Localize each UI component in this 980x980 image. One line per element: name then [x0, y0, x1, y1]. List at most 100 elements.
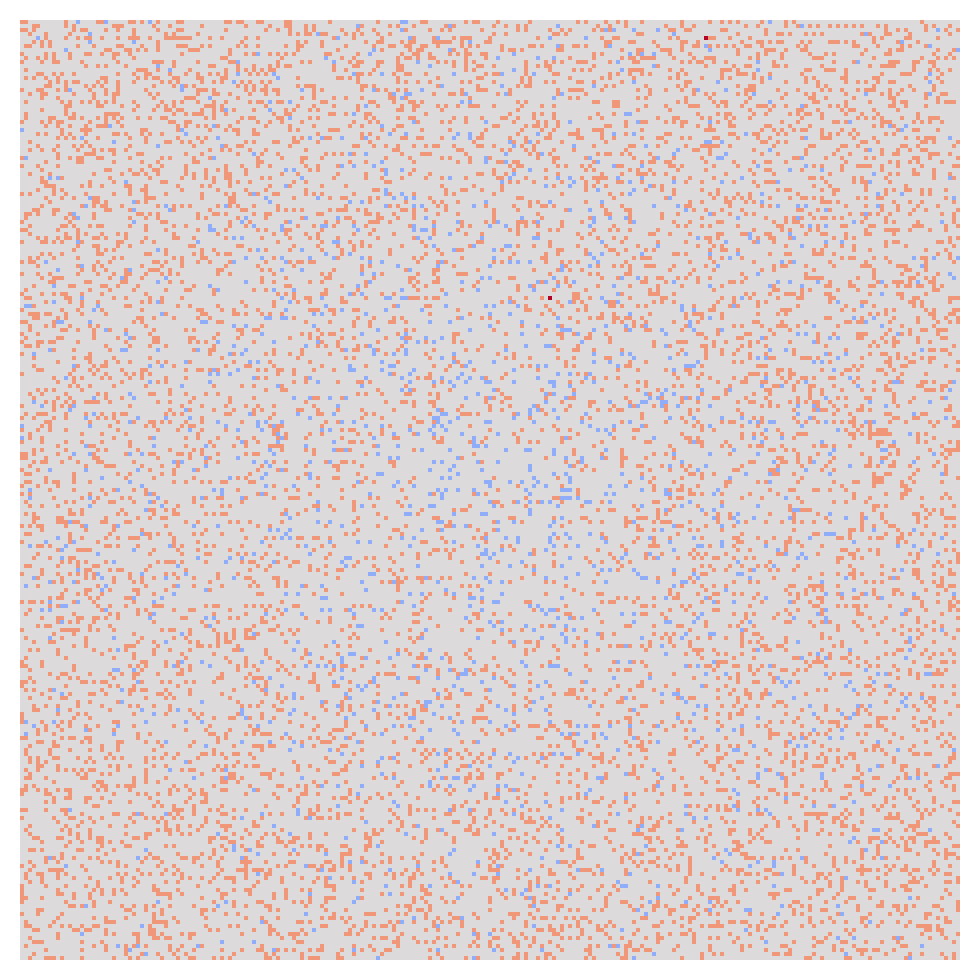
- heatmap-cell-positive: [768, 136, 772, 140]
- heatmap-cell-positive: [164, 412, 168, 416]
- heatmap-cell-positive: [144, 424, 148, 428]
- heatmap-cell-positive: [44, 236, 48, 240]
- heatmap-cell-positive: [148, 92, 152, 96]
- heatmap-cell-positive: [496, 388, 500, 392]
- heatmap-cell-positive: [104, 168, 108, 172]
- heatmap-cell-positive: [356, 72, 360, 76]
- heatmap-cell-positive: [104, 92, 108, 96]
- heatmap-cell-positive: [624, 364, 628, 368]
- heatmap-background: [20, 20, 960, 960]
- heatmap-cell-positive: [168, 108, 172, 112]
- heatmap-cell-positive: [840, 216, 844, 220]
- heatmap-cell-positive: [396, 332, 400, 336]
- heatmap-cell-positive: [72, 144, 76, 148]
- heatmap-cell-positive: [264, 368, 268, 372]
- heatmap-cell-negative: [28, 304, 32, 308]
- heatmap-cell-positive: [284, 388, 288, 392]
- heatmap-cell-positive: [788, 188, 792, 192]
- heatmap-cell-positive: [840, 256, 844, 260]
- heatmap-cell-positive: [648, 88, 652, 92]
- heatmap-cell-positive: [580, 236, 584, 240]
- heatmap-cell-negative: [628, 180, 632, 184]
- heatmap-cell-negative: [604, 324, 608, 328]
- heatmap-cell-positive: [208, 128, 212, 132]
- heatmap-cell-positive: [116, 36, 120, 40]
- heatmap-cell-positive: [156, 172, 160, 176]
- heatmap-cell-positive: [624, 260, 628, 264]
- heatmap-cell-positive: [460, 88, 464, 92]
- heatmap-cell-positive: [108, 424, 112, 428]
- heatmap-cell-positive: [76, 264, 80, 268]
- heatmap-cell-positive: [580, 68, 584, 72]
- heatmap-cell-positive: [224, 236, 228, 240]
- heatmap-cell-positive: [228, 204, 232, 208]
- heatmap-cell-positive: [424, 152, 428, 156]
- heatmap-cell-negative: [716, 80, 720, 84]
- heatmap-cell-positive: [512, 168, 516, 172]
- heatmap-cell-negative: [404, 92, 408, 96]
- heatmap-cell-positive: [96, 224, 100, 228]
- heatmap-cell-negative: [372, 352, 376, 356]
- heatmap-cell-positive: [800, 432, 804, 436]
- heatmap-cell-positive: [284, 52, 288, 56]
- heatmap-cell-positive: [404, 72, 408, 76]
- heatmap-cell-positive: [764, 336, 768, 340]
- heatmap-cell-negative: [836, 336, 840, 340]
- heatmap-cell-positive: [872, 36, 876, 40]
- heatmap-cell-positive: [412, 432, 416, 436]
- heatmap-cell-positive: [580, 220, 584, 224]
- heatmap-cell-positive: [824, 68, 828, 72]
- heatmap-cell-negative: [328, 428, 332, 432]
- heatmap-cell-positive: [516, 160, 520, 164]
- heatmap-cell-negative: [488, 420, 492, 424]
- heatmap-cell-positive: [832, 52, 836, 56]
- heatmap-cell-positive: [224, 264, 228, 268]
- heatmap-cell-negative: [560, 92, 564, 96]
- heatmap-cell-positive: [32, 356, 36, 360]
- heatmap-cell-negative: [504, 448, 508, 452]
- heatmap-cell-positive: [368, 264, 372, 268]
- heatmap-cell-positive: [748, 400, 752, 404]
- heatmap-cell-negative: [364, 376, 368, 380]
- heatmap-cell-positive: [700, 76, 704, 80]
- heatmap-cell-positive: [48, 120, 52, 124]
- heatmap-cell-positive: [912, 68, 916, 72]
- heatmap-cell-positive: [824, 156, 828, 160]
- heatmap-cell-positive: [908, 84, 912, 88]
- heatmap-cell-positive: [148, 36, 152, 40]
- heatmap-cell-positive: [156, 216, 160, 220]
- heatmap-cell-positive: [912, 396, 916, 400]
- heatmap-cell-positive: [364, 40, 368, 44]
- heatmap-cell-positive: [596, 272, 600, 276]
- heatmap-cell-positive: [260, 324, 264, 328]
- heatmap-cell-positive: [720, 312, 724, 316]
- heatmap-cell-positive: [144, 188, 148, 192]
- heatmap-cell-positive: [884, 244, 888, 248]
- heatmap-cell-positive: [324, 152, 328, 156]
- heatmap-cell-positive: [952, 220, 956, 224]
- heatmap-cell-positive: [480, 144, 484, 148]
- heatmap-cell-positive: [360, 244, 364, 248]
- heatmap-cell-positive: [48, 172, 52, 176]
- heatmap-cell-positive: [500, 184, 504, 188]
- heatmap-cell-positive: [856, 332, 860, 336]
- heatmap-cell-positive: [696, 384, 700, 388]
- heatmap-cell-positive: [668, 52, 672, 56]
- heatmap-cell-positive: [184, 36, 188, 40]
- heatmap-cell-positive: [500, 160, 504, 164]
- heatmap-cell-positive: [296, 44, 300, 48]
- heatmap-cell-positive: [104, 268, 108, 272]
- heatmap-cell-positive: [936, 320, 940, 324]
- heatmap-cell-positive: [196, 308, 200, 312]
- heatmap-cell-negative: [500, 84, 504, 88]
- heatmap-cell-positive: [688, 436, 692, 440]
- heatmap-cell-positive: [492, 172, 496, 176]
- heatmap-cell-negative: [372, 48, 376, 52]
- heatmap-cell-positive: [432, 56, 436, 60]
- heatmap-cell-positive: [684, 100, 688, 104]
- heatmap-cell-positive: [68, 384, 72, 388]
- heatmap-cell-positive: [892, 96, 896, 100]
- heatmap-cell-positive: [916, 136, 920, 140]
- heatmap-cell-positive: [760, 324, 764, 328]
- heatmap-cell-positive: [20, 292, 24, 296]
